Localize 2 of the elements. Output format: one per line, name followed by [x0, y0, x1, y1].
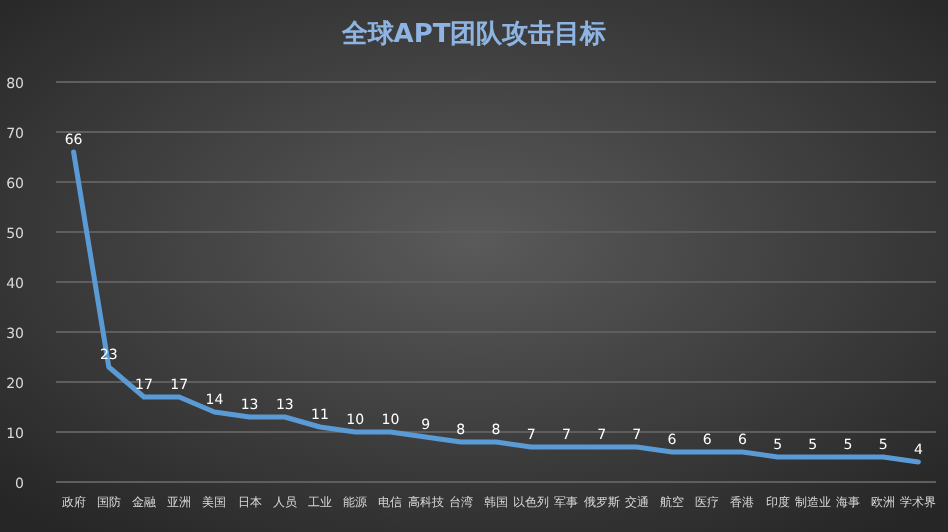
line-series — [71, 149, 921, 465]
chart-title: 全球APT团队攻击目标 — [339, 18, 607, 50]
